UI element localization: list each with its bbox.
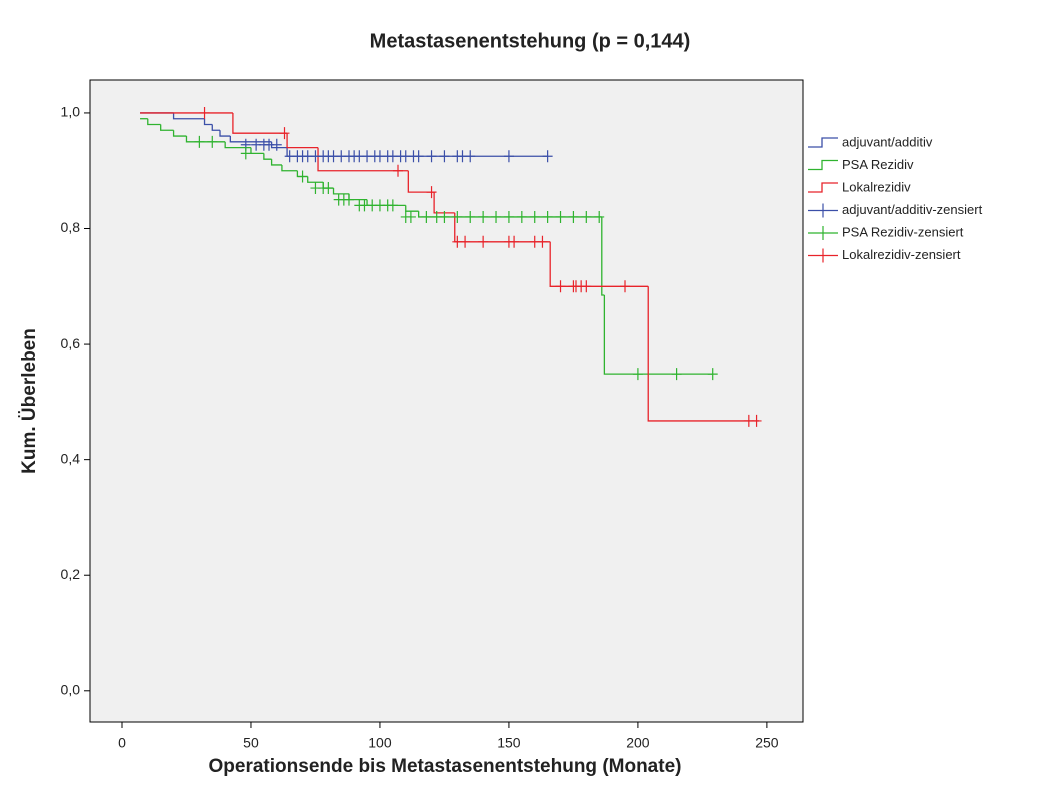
censor-mark — [581, 280, 592, 293]
survival-step — [160, 124, 174, 131]
survival-step — [317, 147, 409, 172]
legend-label: PSA Rezidiv — [842, 157, 914, 172]
survival-step — [270, 141, 288, 149]
survival-step — [229, 136, 272, 143]
censor-mark — [323, 182, 334, 195]
y-tick-label: 0,6 — [61, 335, 81, 351]
censor-mark — [279, 127, 290, 140]
censor-mark — [542, 210, 553, 223]
censor-mark — [194, 135, 205, 148]
survival-step — [224, 141, 251, 149]
censor-mark — [297, 170, 308, 183]
censor-mark — [491, 210, 502, 223]
censor-mark — [426, 150, 437, 163]
censor-mark — [405, 210, 416, 223]
x-tick-label: 200 — [626, 735, 650, 751]
y-tick-label: 0,0 — [61, 681, 81, 697]
survival-step — [281, 164, 298, 172]
legend-line — [808, 159, 838, 171]
x-tick-label: 0 — [118, 735, 126, 751]
plot-area — [89, 79, 804, 723]
censor-mark — [751, 414, 762, 427]
censor-mark — [393, 164, 404, 177]
censor-mark — [452, 210, 463, 223]
censor-mark — [439, 150, 450, 163]
censor-mark — [207, 135, 218, 148]
y-tick-label: 0,2 — [61, 566, 81, 582]
censor-mark — [465, 210, 476, 223]
legend-cross — [808, 203, 838, 218]
censor-mark — [503, 210, 514, 223]
survival-step — [263, 153, 272, 160]
legend-cross — [808, 248, 838, 263]
x-tick-label: 100 — [368, 735, 392, 751]
censor-mark — [542, 150, 553, 163]
censor-mark — [240, 147, 251, 160]
survival-step — [407, 170, 435, 193]
censor-mark — [271, 138, 282, 151]
survival-step — [232, 112, 288, 134]
legend-label: Lokalrezidiv-zensiert — [842, 247, 961, 262]
censor-mark — [413, 150, 424, 163]
x-axis-label: Operationsende bis Metastasenentstehung … — [209, 756, 682, 777]
survival-step — [270, 159, 282, 166]
survival-step — [433, 192, 455, 214]
censor-mark — [516, 210, 527, 223]
survival-step — [211, 124, 221, 131]
censor-mark — [632, 368, 643, 381]
censor-mark — [503, 150, 514, 163]
censor-mark — [465, 150, 476, 163]
legend-label: adjuvant/additiv — [842, 134, 933, 149]
x-tick-label: 150 — [497, 735, 521, 751]
chart-title: Metastasenentstehung (p = 0,144) — [370, 30, 691, 52]
y-axis-label: Kum. Überleben — [19, 328, 40, 474]
censor-mark — [707, 368, 718, 381]
censor-mark — [594, 210, 605, 223]
censor-mark — [421, 210, 432, 223]
legend-label: Lokalrezidiv — [842, 179, 911, 194]
censor-mark — [555, 280, 566, 293]
censor-mark — [568, 210, 579, 223]
survival-step — [549, 241, 649, 287]
censor-mark — [537, 235, 548, 248]
survival-step — [172, 130, 187, 137]
censor-mark — [509, 235, 520, 248]
legend-label: adjuvant/additiv-zensiert — [842, 202, 983, 217]
survival-step — [307, 176, 324, 183]
survival-step — [647, 286, 760, 422]
censor-mark — [478, 210, 489, 223]
legend-line — [808, 182, 838, 193]
legend-label: PSA Rezidiv-zensiert — [842, 224, 964, 239]
censor-mark — [343, 193, 354, 206]
x-tick-label: 250 — [755, 735, 779, 751]
survival-step — [147, 118, 161, 126]
legend-line — [808, 137, 838, 148]
censor-mark — [426, 186, 437, 199]
survival-step — [203, 118, 213, 126]
censor-mark — [555, 210, 566, 223]
censor-mark — [581, 210, 592, 223]
y-tick-label: 0,4 — [61, 450, 81, 466]
survival-step — [250, 147, 264, 155]
survival-step — [219, 130, 231, 137]
survival-step — [172, 112, 205, 120]
censor-mark — [439, 210, 450, 223]
censor-mark — [529, 210, 540, 223]
survival-step — [601, 216, 605, 296]
survival-step — [417, 211, 602, 218]
x-tick-label: 50 — [243, 735, 259, 751]
censor-mark — [478, 235, 489, 248]
censor-mark — [199, 106, 210, 119]
censor-mark — [620, 280, 631, 293]
censor-mark — [460, 235, 471, 248]
censor-mark — [387, 199, 398, 212]
legend-cross — [808, 226, 838, 240]
y-tick-label: 0,8 — [61, 219, 81, 235]
survival-step — [286, 133, 319, 149]
y-tick-label: 1,0 — [61, 104, 81, 120]
censor-mark — [671, 368, 682, 381]
